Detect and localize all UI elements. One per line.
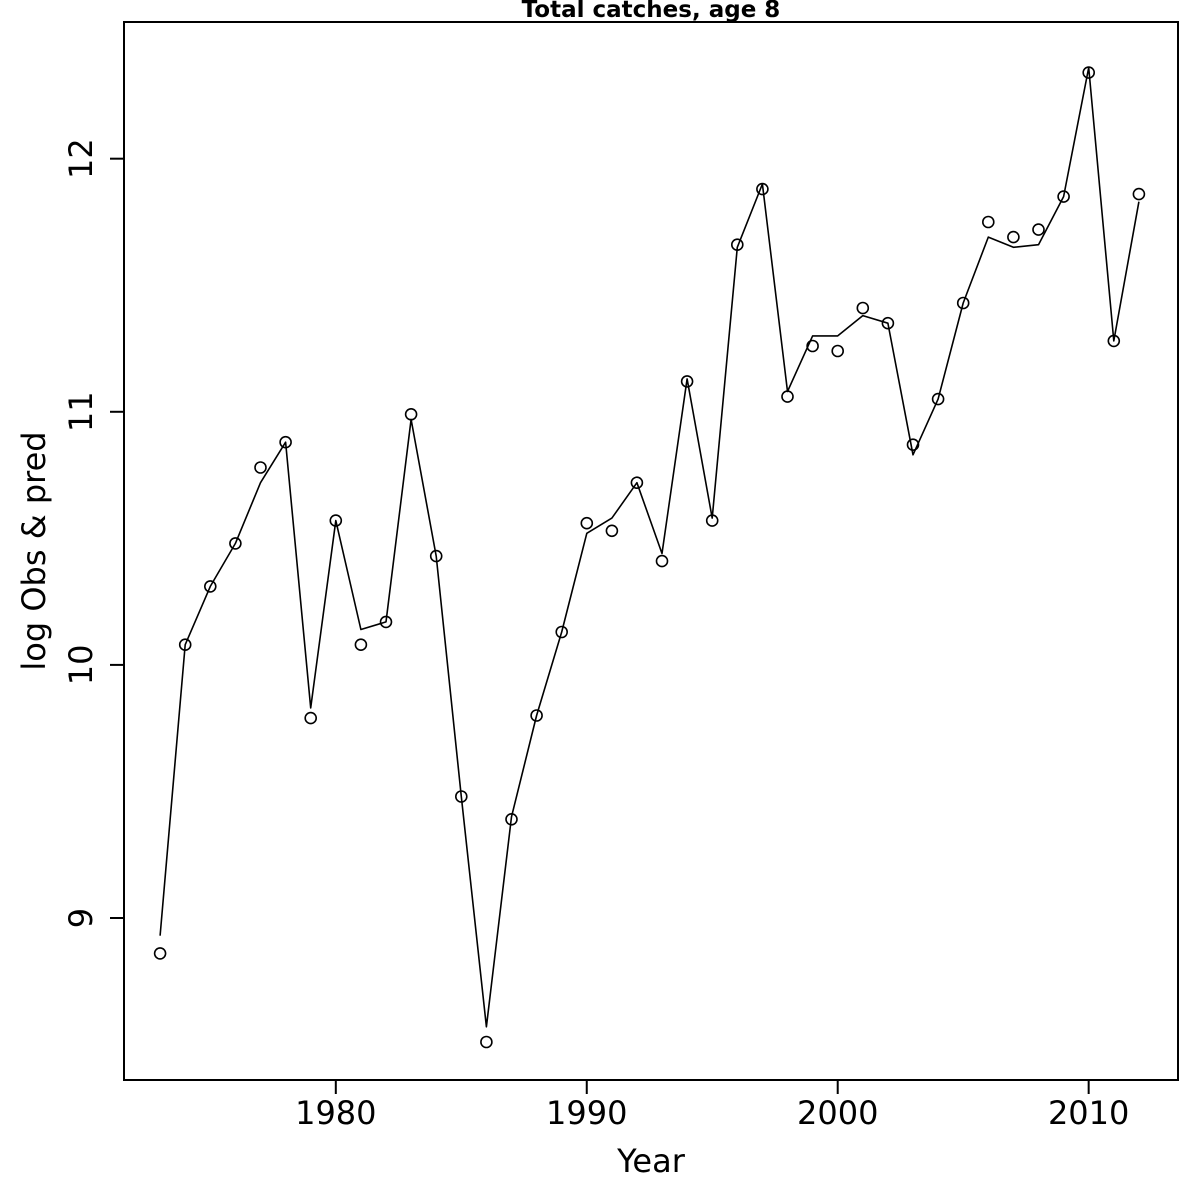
- observed-point: [680, 375, 694, 388]
- x-tick-label: 2000: [797, 1094, 878, 1132]
- observed-point: [705, 514, 719, 527]
- observed-point: [831, 344, 845, 358]
- observed-point: [881, 316, 895, 330]
- y-tick-label: 9: [62, 908, 100, 928]
- observed-point: [931, 392, 945, 406]
- observed-point: [730, 238, 744, 251]
- observed-point: [906, 438, 920, 452]
- x-tick-label: 1980: [295, 1094, 376, 1132]
- plot-title: Total catches, age 8: [522, 0, 781, 23]
- prediction-line: [159, 66, 1140, 1028]
- observed-point: [429, 549, 443, 563]
- observed-point: [480, 1035, 493, 1049]
- observed-point: [279, 435, 292, 449]
- observed-point: [254, 461, 267, 474]
- x-tick-label: 1990: [546, 1094, 627, 1132]
- observed-point: [1057, 190, 1070, 203]
- observed-point: [304, 711, 318, 725]
- observed-point: [956, 296, 970, 310]
- y-tick-label: 12: [62, 138, 100, 179]
- data-series: [153, 66, 1146, 1049]
- observed-point: [555, 625, 569, 639]
- y-axis-title: log Obs & pred: [15, 431, 53, 670]
- observed-point: [856, 301, 870, 315]
- observed-point: [1007, 230, 1020, 244]
- observed-point: [756, 182, 769, 196]
- observed-point: [1132, 187, 1146, 201]
- observed-point: [655, 554, 669, 568]
- observed-point: [1107, 334, 1121, 348]
- observed-point: [806, 339, 819, 353]
- observed-point: [354, 638, 368, 652]
- observed-point: [505, 812, 518, 826]
- observed-point: [204, 580, 217, 593]
- observed-point: [379, 615, 393, 629]
- observed-point: [605, 524, 619, 538]
- observed-point: [178, 638, 192, 652]
- axis-ticks: 1980 1990 2000 2010 9 10 11 12: [62, 138, 1129, 1132]
- x-axis-title: Year: [616, 1142, 686, 1180]
- observed-point: [1032, 223, 1045, 236]
- observed-point: [454, 790, 468, 803]
- observed-point: [404, 407, 418, 421]
- observed-point: [530, 709, 543, 722]
- y-tick-label: 11: [62, 391, 100, 432]
- observed-point: [981, 215, 995, 229]
- plot-box: [123, 21, 1179, 1081]
- observed-point: [229, 537, 242, 550]
- observed-point: [580, 516, 594, 530]
- x-tick-label: 2010: [1048, 1094, 1129, 1132]
- observed-point: [329, 514, 343, 527]
- observed-point: [630, 476, 644, 490]
- observed-point: [781, 390, 794, 403]
- y-tick-label: 10: [62, 645, 100, 686]
- observed-point: [153, 947, 167, 960]
- observed-point: [1082, 66, 1095, 79]
